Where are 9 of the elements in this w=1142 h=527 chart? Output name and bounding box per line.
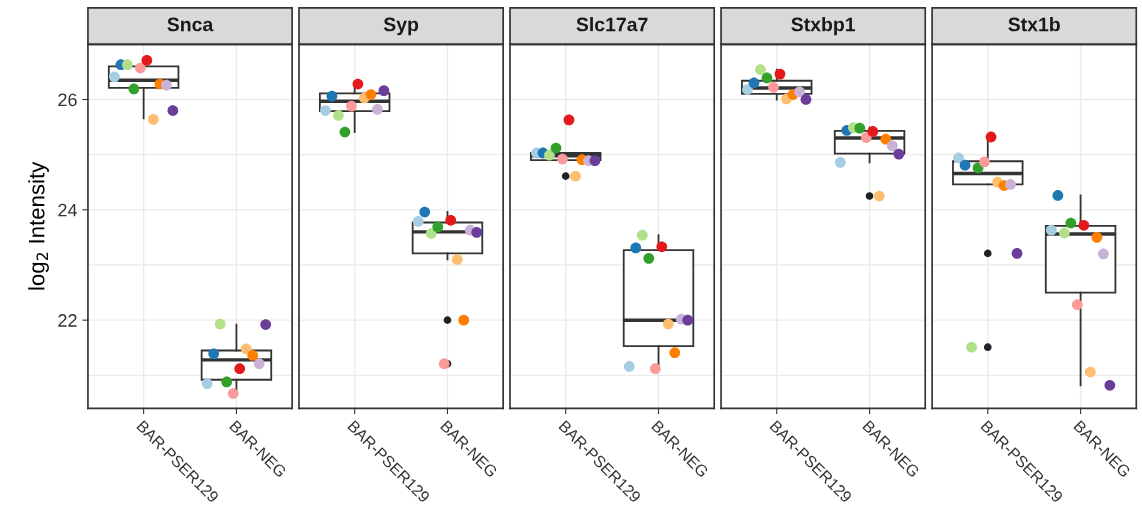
chart-title: Slc17a7: [576, 17, 648, 32]
chart-title: Stx1b: [1008, 17, 1060, 32]
chart-title: Snca: [167, 17, 214, 32]
y-tick-label: 24: [58, 203, 77, 217]
y-axis-title: log$_{2}$ Intensity: [28, 161, 49, 290]
chart-title: Stxbp1: [791, 17, 856, 36]
y-tick-label: 22: [58, 314, 77, 327]
chart-title: Syp: [383, 17, 419, 36]
y-tick-label: 26: [58, 93, 77, 107]
